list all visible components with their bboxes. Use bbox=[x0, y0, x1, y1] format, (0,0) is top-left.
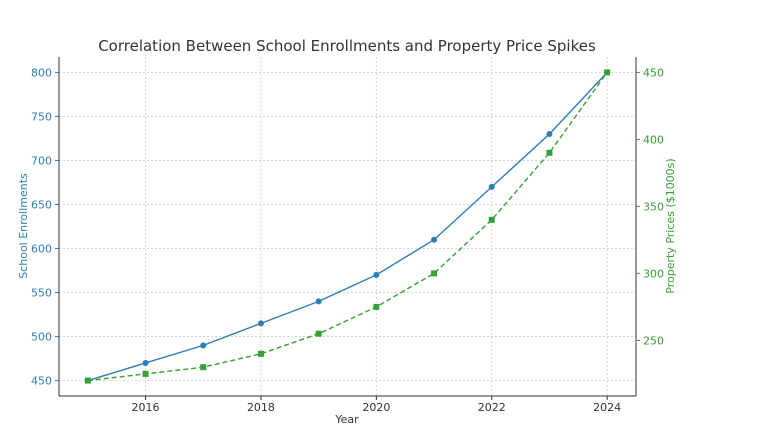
right-y-tick-label: 350 bbox=[643, 200, 664, 213]
tick-labels: 2016 2018 2020 2022 2024 450 500 550 600 650 700 75… bbox=[31, 66, 664, 414]
series-2-point bbox=[373, 303, 380, 310]
series-1-point bbox=[257, 320, 264, 327]
series-line-1 bbox=[87, 71, 608, 382]
series-1-point bbox=[546, 131, 553, 138]
x-tick-label: 2024 bbox=[593, 401, 621, 414]
grid-lines bbox=[59, 57, 636, 396]
series-2-point bbox=[257, 350, 264, 357]
series-1-point bbox=[431, 236, 438, 243]
series-1-point bbox=[142, 359, 149, 366]
series-2-point bbox=[546, 149, 553, 156]
x-tick-label: 2020 bbox=[362, 401, 390, 414]
series-2-point bbox=[315, 330, 322, 337]
series-group bbox=[84, 69, 611, 384]
series-1-point bbox=[315, 298, 322, 305]
x-tick-label: 2016 bbox=[132, 401, 160, 414]
left-y-tick-label: 650 bbox=[31, 198, 52, 211]
right-y-tick-label: 400 bbox=[643, 133, 664, 146]
series-1-point bbox=[200, 342, 207, 349]
right-y-axis-label: Property Prices ($1000s) bbox=[664, 158, 677, 293]
series-line-2 bbox=[87, 72, 608, 382]
series-2-point bbox=[200, 364, 207, 371]
left-y-tick-label: 700 bbox=[31, 154, 52, 167]
axes bbox=[55, 57, 640, 400]
right-y-tick-label: 450 bbox=[643, 66, 664, 79]
left-y-tick-label: 550 bbox=[31, 287, 52, 300]
series-1-point bbox=[373, 271, 380, 278]
left-y-tick-label: 500 bbox=[31, 331, 52, 344]
series-2-point bbox=[488, 216, 495, 223]
left-y-tick-label: 600 bbox=[31, 243, 52, 256]
series-1-point bbox=[488, 183, 495, 190]
right-y-tick-label: 300 bbox=[643, 267, 664, 280]
series-2-point bbox=[84, 377, 91, 384]
x-tick-label: 2022 bbox=[478, 401, 506, 414]
series-2-point bbox=[604, 69, 611, 76]
series-2-point bbox=[431, 270, 438, 277]
left-y-axis-label: School Enrollments bbox=[17, 173, 30, 279]
left-y-tick-label: 750 bbox=[31, 110, 52, 123]
left-y-tick-label: 800 bbox=[31, 66, 52, 79]
series-2-point bbox=[142, 370, 149, 377]
right-y-tick-label: 250 bbox=[643, 334, 664, 347]
x-axis-label: Year bbox=[334, 413, 359, 426]
left-y-tick-label: 450 bbox=[31, 375, 52, 388]
chart-title: Correlation Between School Enrollments a… bbox=[98, 37, 596, 55]
x-tick-label: 2018 bbox=[247, 401, 275, 414]
